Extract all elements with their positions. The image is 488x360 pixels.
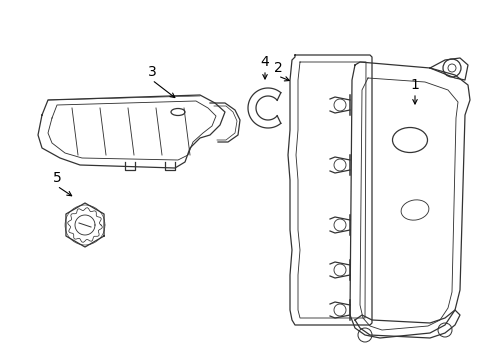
Polygon shape: [247, 88, 280, 128]
Text: 5: 5: [53, 171, 61, 185]
Text: 1: 1: [410, 78, 419, 92]
Text: 3: 3: [147, 65, 156, 79]
Text: 2: 2: [273, 61, 282, 75]
Text: 4: 4: [260, 55, 269, 69]
